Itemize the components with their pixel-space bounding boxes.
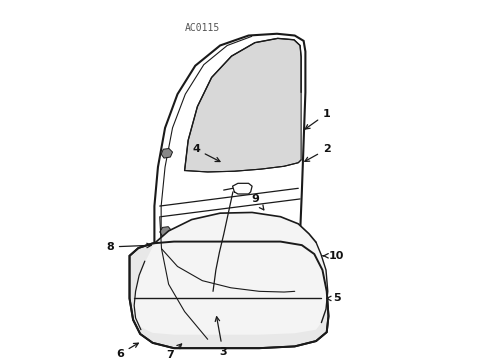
Polygon shape [161, 149, 172, 158]
Polygon shape [160, 227, 172, 236]
Polygon shape [129, 242, 328, 348]
Polygon shape [185, 39, 301, 172]
Text: 5: 5 [327, 293, 341, 303]
Text: 8: 8 [106, 242, 151, 252]
Text: 9: 9 [252, 194, 264, 210]
Text: 7: 7 [167, 344, 182, 360]
Polygon shape [133, 212, 328, 335]
Text: AC0115: AC0115 [185, 23, 220, 33]
Text: 3: 3 [215, 317, 227, 357]
Text: 4: 4 [192, 144, 220, 162]
Text: 10: 10 [323, 251, 344, 261]
Text: 2: 2 [305, 144, 331, 161]
Text: 6: 6 [116, 343, 138, 359]
Text: 1: 1 [305, 109, 331, 129]
